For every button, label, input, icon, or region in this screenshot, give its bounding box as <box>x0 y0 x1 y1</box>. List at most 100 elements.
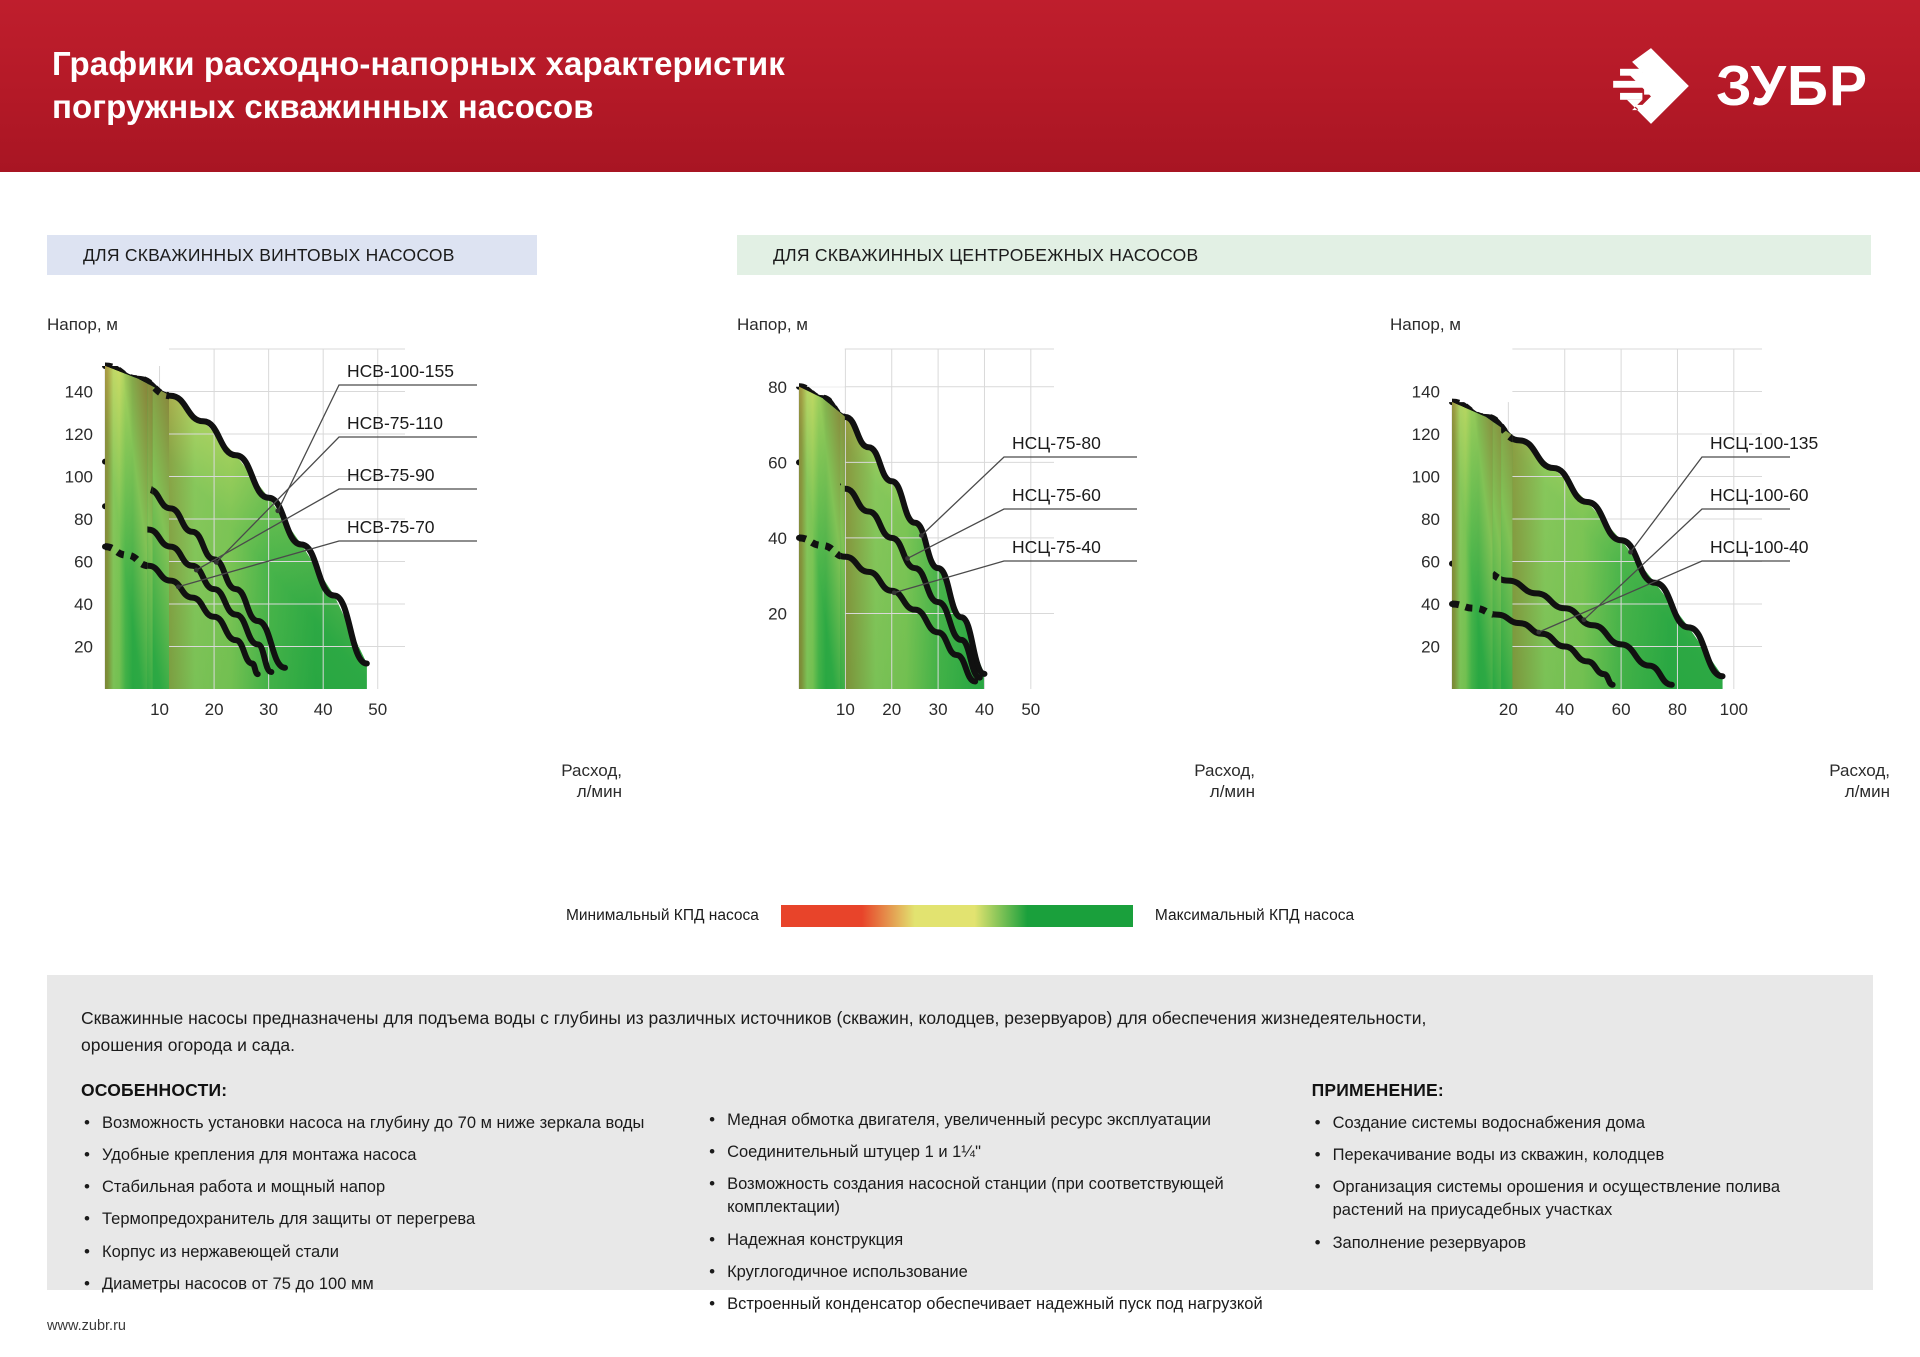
chart1-y-tick: 20 <box>74 638 93 657</box>
chart3-x-axis-title-line1: Расход, <box>1829 761 1890 780</box>
feature-item: Стабильная работа и мощный напор <box>81 1175 706 1199</box>
feature-item: Возможность установки насоса на глубину … <box>81 1111 706 1135</box>
chart3-y-tick: 140 <box>1412 383 1440 402</box>
chart1-y-tick: 40 <box>74 595 93 614</box>
leader-line-НСВ-75-70 <box>178 540 477 588</box>
efficiency-legend: Минимальный КПД насоса Максимальный КПД … <box>0 895 1920 937</box>
series-label-НСВ-75-90: НСВ-75-90 <box>347 465 435 485</box>
features-list-1: Возможность установки насоса на глубину … <box>81 1111 706 1296</box>
leader-line-НСВ-75-110 <box>215 436 477 563</box>
chart2-y-tick: 40 <box>768 529 787 548</box>
panel-intro: Скважинные насосы предназначены для подъ… <box>81 1005 1801 1058</box>
features-list-2: Медная обмотка двигателя, увеличенный ре… <box>706 1108 1312 1316</box>
panel-columns: ОСОБЕННОСТИ: Возможность установки насос… <box>81 1080 1839 1325</box>
tab-screw-pumps: ДЛЯ СКВАЖИННЫХ ВИНТОВЫХ НАСОСОВ <box>47 235 537 275</box>
chart3-x-tick: 40 <box>1555 700 1574 719</box>
page-header: Графики расходно-напорных характеристик … <box>0 0 1920 172</box>
feature-item: Встроенный конденсатор обеспечивает наде… <box>706 1292 1312 1316</box>
leader-line-НСЦ-75-60 <box>907 508 1137 560</box>
leader-line-НСЦ-75-40 <box>893 560 1137 594</box>
series-label-НСВ-100-155: НСВ-100-155 <box>347 361 454 381</box>
page-title: Графики расходно-напорных характеристик … <box>52 43 785 129</box>
chart3-x-tick: 80 <box>1668 700 1687 719</box>
legend-min-label: Минимальный КПД насоса <box>565 907 759 924</box>
feature-item: Медная обмотка двигателя, увеличенный ре… <box>706 1108 1312 1132</box>
chart2-x-axis-title-line1: Расход, <box>1194 761 1255 780</box>
footer-url: www.zubr.ru <box>47 1318 126 1334</box>
features-heading: ОСОБЕННОСТИ: <box>81 1080 228 1101</box>
feature-item: Круглогодичное использование <box>706 1260 1312 1284</box>
application-heading: ПРИМЕНЕНИЕ: <box>1311 1080 1444 1101</box>
chart3-y-tick: 120 <box>1412 425 1440 444</box>
chart3-y-tick: 40 <box>1421 595 1440 614</box>
feature-item: Корпус из нержавеющей стали <box>81 1240 706 1264</box>
chart3-x-tick: 20 <box>1499 700 1518 719</box>
curve-dotted-НСВ-75-70 <box>104 543 148 570</box>
leader-line-НСВ-100-155 <box>277 384 477 512</box>
curve-НСЦ-75-80 <box>796 383 988 677</box>
chart2-x-axis-title: Расход, л/мин <box>1135 760 1255 803</box>
chart1-x-tick: 50 <box>368 700 387 719</box>
chart1-x-tick: 40 <box>314 700 333 719</box>
leader-line-НСЦ-75-80 <box>920 456 1137 536</box>
application-item: Создание системы водоснабжения дома <box>1312 1111 1839 1135</box>
tab-screw-pumps-label: ДЛЯ СКВАЖИННЫХ ВИНТОВЫХ НАСОСОВ <box>83 244 455 265</box>
tab-centrifugal-pumps: ДЛЯ СКВАЖИННЫХ ЦЕНТРОБЕЖНЫХ НАСОСОВ <box>737 235 1871 275</box>
series-label-НСЦ-100-60: НСЦ-100-60 <box>1710 485 1809 505</box>
features-column-1: ОСОБЕННОСТИ: Возможность установки насос… <box>81 1080 706 1325</box>
chart1-x-axis-title-line1: Расход, <box>561 761 622 780</box>
chart3-y-tick: 20 <box>1421 638 1440 657</box>
curve-НСЦ-100-135 <box>1449 399 1726 680</box>
chart3-y-axis-title: Напор, м <box>1390 315 1461 334</box>
chart2-x-tick: 30 <box>929 700 948 719</box>
application-item: Перекачивание воды из скважин, колодцев <box>1312 1143 1839 1167</box>
chart2-x-tick: 40 <box>975 700 994 719</box>
chart2-x-tick: 20 <box>882 700 901 719</box>
chart2-y-tick: 80 <box>768 378 787 397</box>
features-column-2-spacer <box>706 1080 1312 1109</box>
chart1-x-axis-title-line2: л/мин <box>576 782 622 802</box>
chart1-y-tick: 120 <box>65 425 93 444</box>
panel-intro-line2: орошения огорода и сада. <box>81 1034 296 1055</box>
chart1-x-tick: 20 <box>205 700 224 719</box>
feature-item: Диаметры насосов от 75 до 100 мм <box>81 1272 706 1296</box>
curve-dotted-НСЦ-100-40 <box>1451 600 1493 618</box>
series-label-НСВ-75-70: НСВ-75-70 <box>347 517 435 537</box>
chart2-x-tick: 10 <box>836 700 855 719</box>
legend-gradient-bar <box>780 905 1133 927</box>
curve-dotted-НСЦ-75-40 <box>798 534 841 560</box>
chart2-plot: 20 40 60 80 10 20 30 40 50 НСЦ-75-80 НСЦ-75-60 НСЦ-… <box>768 341 1137 719</box>
brand-wordmark: ЗУБР <box>1716 54 1868 118</box>
chart3-x-tick: 60 <box>1612 700 1631 719</box>
chart2-x-tick: 50 <box>1021 700 1040 719</box>
chart1-x-tick: 30 <box>259 700 278 719</box>
legend-max-label: Максимальный КПД насоса <box>1154 907 1355 924</box>
application-item: Заполнение резервуаров <box>1312 1231 1839 1255</box>
series-label-НСЦ-75-80: НСЦ-75-80 <box>1012 433 1101 453</box>
chart1-y-tick: 80 <box>74 510 93 529</box>
series-label-НСЦ-75-60: НСЦ-75-60 <box>1012 485 1101 505</box>
chart3-x-tick: 100 <box>1720 700 1748 719</box>
leader-line-НСЦ-100-40 <box>1538 560 1790 633</box>
chart1-plot: 20 40 60 80 100 120 140 10 20 30 40 50 НСВ-100-155 НС… <box>65 341 477 719</box>
chart3-y-tick: 80 <box>1421 510 1440 529</box>
feature-item: Соединительный штуцер 1 и 1¼" <box>706 1140 1312 1164</box>
curve-НСВ-100-155 <box>102 363 370 667</box>
feature-item: Возможность создания насосной станции (п… <box>706 1172 1312 1219</box>
feature-item: Удобные крепления для монтажа насоса <box>81 1143 706 1167</box>
chart-centrifugal-100: Напор, м 20 40 60 80 100 120 140 20 40 60 80 100 НСЦ… <box>1390 315 1900 855</box>
features-column-2: Медная обмотка двигателя, увеличенный ре… <box>706 1080 1312 1325</box>
chart3-plot: 20 40 60 80 100 120 140 20 40 60 80 100 НСЦ-100-135 Н… <box>1412 341 1818 719</box>
chart1-y-axis-title: Напор, м <box>47 315 118 334</box>
chart-screw-pumps: Напор, м 20 40 60 80 100 120 140 10 20 30 40 50 НСВ-… <box>47 315 667 855</box>
leader-line-НСЦ-100-60 <box>1583 508 1790 621</box>
chart1-x-axis-title: Расход, л/мин <box>502 760 622 803</box>
description-panel: Скважинные насосы предназначены для подъ… <box>47 975 1873 1316</box>
chart2-x-axis-title-line2: л/мин <box>1209 782 1255 802</box>
chart2-y-axis-title: Напор, м <box>737 315 808 334</box>
chart2-y-tick: 60 <box>768 453 787 472</box>
page-title-line2: погружных скважинных насосов <box>52 88 594 125</box>
series-label-НСЦ-75-40: НСЦ-75-40 <box>1012 537 1101 557</box>
chart-centrifugal-75: Напор, м 20 40 60 80 10 20 30 40 50 НСЦ-75-80 НСЦ-… <box>737 315 1297 855</box>
application-item: Организация системы орошения и осуществл… <box>1312 1175 1839 1222</box>
